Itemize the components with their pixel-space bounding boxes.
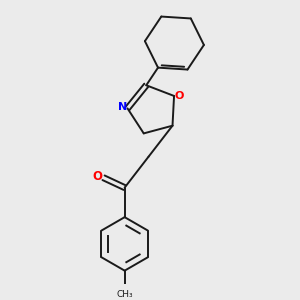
Text: O: O: [174, 91, 184, 101]
Text: CH₃: CH₃: [116, 290, 133, 299]
Text: O: O: [92, 170, 102, 183]
Text: N: N: [118, 102, 127, 112]
